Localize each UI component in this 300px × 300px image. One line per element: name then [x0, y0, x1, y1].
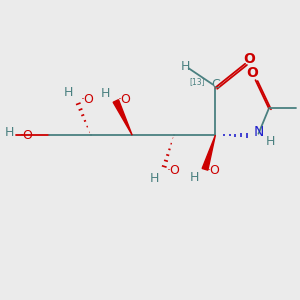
Polygon shape — [202, 135, 215, 170]
Text: H: H — [64, 85, 73, 98]
Text: [13]: [13] — [189, 77, 205, 86]
Text: H: H — [5, 126, 14, 139]
Text: H: H — [150, 172, 159, 185]
Text: N: N — [254, 125, 264, 139]
Polygon shape — [113, 100, 132, 135]
Text: H: H — [181, 60, 190, 73]
Text: H: H — [101, 87, 110, 100]
Text: H: H — [190, 171, 199, 184]
Text: H: H — [266, 135, 275, 148]
Text: ·O: ·O — [19, 129, 33, 142]
Text: ·O: ·O — [206, 164, 220, 177]
Text: ·O: ·O — [80, 93, 94, 106]
Text: ·O: ·O — [166, 164, 180, 177]
Text: C: C — [211, 78, 220, 91]
Text: ·O: ·O — [117, 93, 131, 106]
Text: O: O — [247, 66, 259, 80]
Text: O: O — [244, 52, 256, 66]
